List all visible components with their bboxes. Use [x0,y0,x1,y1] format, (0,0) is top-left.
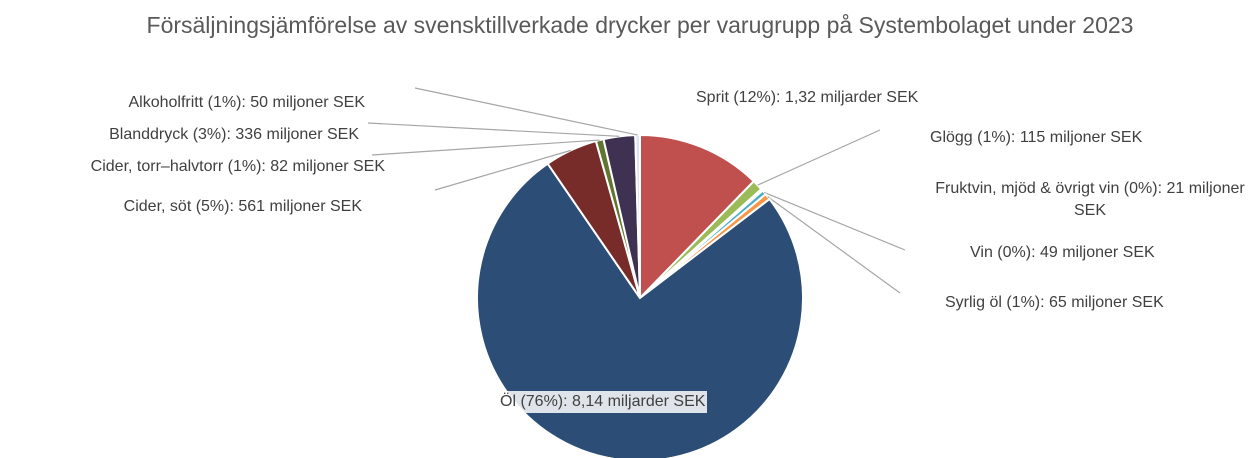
data-label: Cider, torr–halvtorr (1%): 82 miljoner S… [90,158,385,175]
data-label: Alkoholfritt (1%): 50 miljoner SEK [128,94,365,111]
leader-line [757,129,881,186]
data-label: Cider, söt (5%): 561 miljoner SEK [123,198,362,215]
leader-line [371,139,600,156]
pie-slice [639,133,756,301]
leader-line [367,122,620,137]
chart-title: Försäljningsjämförelse av svensktillverk… [146,12,1134,38]
leader-line [414,87,638,136]
leader-line [763,191,906,251]
leader-line [434,149,572,191]
data-label: Blanddryck (3%): 336 miljoner SEK [109,126,359,143]
data-label: Öl (76%): 8,14 miljarder SEK [498,391,708,413]
data-label: Glögg (1%): 115 miljoner SEK [930,129,1143,146]
pie-slice [476,162,804,458]
leader-line [767,196,901,294]
data-label: Sprit (12%): 1,32 miljarder SEK [696,89,919,106]
data-label: Fruktvin, mjöd & övrigt vin (0%): 21 mil… [935,180,1245,219]
data-label: Vin (0%): 49 miljoner SEK [970,244,1155,261]
data-label: Syrlig öl (1%): 65 miljoner SEK [945,294,1164,311]
